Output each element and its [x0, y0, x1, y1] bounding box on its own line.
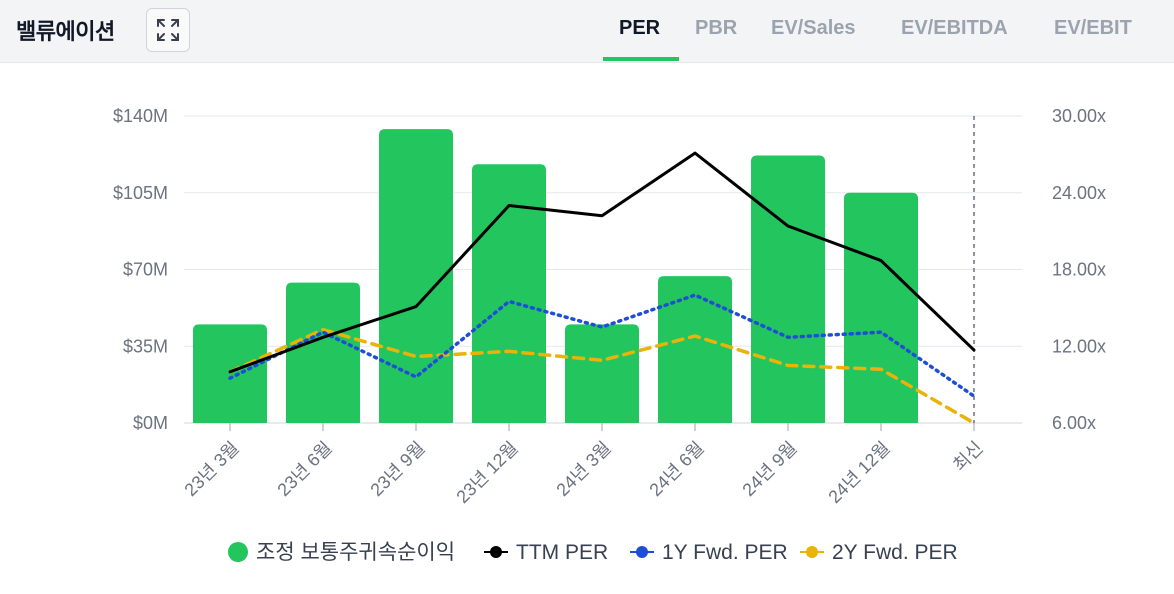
- bar: [565, 324, 639, 423]
- x-axis-tick-label: 23년 12월: [452, 438, 521, 507]
- bar: [658, 276, 732, 423]
- series-line: [228, 151, 976, 374]
- x-axis-tick-label: 23년 3월: [180, 438, 242, 500]
- left-axis-tick-label: $0M: [133, 413, 168, 433]
- page-title: 밸류에이션: [16, 20, 115, 45]
- bar: [844, 192, 918, 423]
- x-axis-tick-label: 23년 9월: [366, 438, 428, 500]
- left-axis-tick-label: $140M: [113, 106, 168, 126]
- legend-marker: [228, 542, 248, 562]
- x-axis-tick-label: 24년 6월: [645, 438, 707, 500]
- expand-button[interactable]: [146, 8, 190, 52]
- bar: [472, 164, 546, 423]
- left-axis-tick-label: $105M: [113, 183, 168, 203]
- legend-label: 1Y Fwd. PER: [662, 541, 788, 564]
- tab-pbr[interactable]: PBR: [695, 17, 738, 39]
- left-axis-tick-label: $35M: [123, 336, 168, 356]
- legend-marker: [806, 546, 818, 558]
- header: 밸류에이션 PER PBR EV/Sales EV/EBITDA EV/EBIT: [0, 0, 1174, 63]
- right-axis-tick-label: 30.00x: [1052, 106, 1106, 126]
- legend-marker: [490, 546, 502, 558]
- series-line: [228, 327, 976, 425]
- bar: [751, 155, 825, 423]
- bar: [193, 324, 267, 423]
- x-axis-tick-label: 24년 12월: [824, 438, 893, 507]
- series-line: [228, 293, 976, 398]
- valuation-chart: $0M $35M $70M $105M $140M 6.00x 12.00x 18.00x 24…: [113, 106, 1106, 564]
- legend-label: 조정 보통주귀속순이익: [256, 541, 455, 564]
- right-axis-tick-label: 12.00x: [1052, 336, 1106, 356]
- right-axis-tick-label: 18.00x: [1052, 260, 1106, 280]
- active-tab-indicator: [603, 57, 679, 61]
- bar: [286, 282, 360, 423]
- right-axis-tick-label: 6.00x: [1052, 413, 1096, 433]
- tab-ev-ebitda[interactable]: EV/EBITDA: [901, 17, 1008, 39]
- expand-icon: [157, 19, 179, 41]
- left-axis-tick-label: $70M: [123, 260, 168, 280]
- x-axis-tick-label: 24년 3월: [552, 438, 614, 500]
- right-axis-tick-label: 24.00x: [1052, 183, 1106, 203]
- tab-ev-ebit[interactable]: EV/EBIT: [1054, 17, 1132, 39]
- legend-label: 2Y Fwd. PER: [832, 541, 958, 564]
- legend-label: TTM PER: [516, 541, 608, 564]
- x-axis-tick-label: 24년 9월: [738, 438, 800, 500]
- bar: [379, 129, 453, 423]
- x-axis-tick-label: 최신: [949, 438, 987, 476]
- legend-marker: [636, 546, 648, 558]
- x-axis-tick-label: 23년 6월: [273, 438, 335, 500]
- tab-ev-sales[interactable]: EV/Sales: [771, 17, 856, 39]
- tab-per[interactable]: PER: [619, 17, 661, 39]
